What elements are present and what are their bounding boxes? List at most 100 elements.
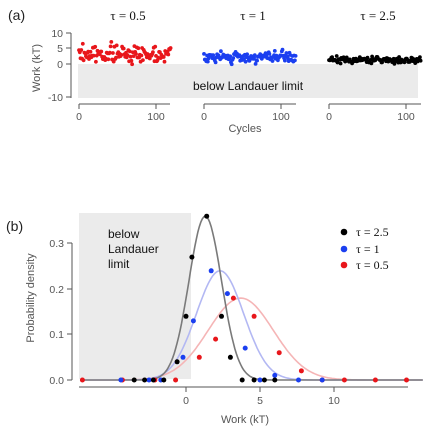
density-point-0	[174, 359, 180, 365]
density-point-0	[150, 377, 156, 383]
density-point-2	[173, 377, 179, 383]
density-point-0	[272, 377, 278, 383]
work-point-1	[205, 59, 210, 64]
y-tick-label-0: 0	[57, 59, 63, 71]
work-point-0	[136, 46, 141, 51]
x-tick-label-a3-100: 100	[397, 111, 415, 123]
density-point-1	[118, 377, 124, 383]
x-tick-label-b-0: 0	[183, 395, 189, 407]
work-point-0	[168, 46, 173, 50]
y-tick-label-b-0-2: 0.2	[49, 284, 64, 296]
work-point-0	[80, 41, 85, 46]
y-tick-label-b-0-3: 0.3	[49, 238, 64, 250]
density-point-1	[242, 345, 248, 351]
work-point-1	[270, 59, 275, 63]
work-point-1	[253, 62, 258, 66]
work-point-1	[243, 59, 248, 64]
panel-b-label: (b)	[6, 218, 23, 234]
work-point-2	[418, 55, 422, 60]
work-point-0	[91, 53, 96, 58]
x-tick-label-a1-0: 0	[76, 111, 82, 123]
title-tau-0-5: τ = 0.5	[110, 8, 145, 23]
landauer-label-a: below Landauer limit	[193, 79, 304, 93]
fit-curve-0	[82, 215, 423, 381]
x-tick-label-a2-0: 0	[201, 111, 207, 123]
work-point-2	[369, 61, 374, 66]
y-axis-label-a: Work (kT)	[31, 44, 43, 92]
density-point-0	[204, 213, 210, 219]
work-point-0	[109, 40, 114, 44]
y-axis-label-b: Probability density	[25, 253, 37, 343]
density-point-1	[272, 372, 278, 378]
work-point-0	[141, 58, 145, 62]
work-point-0	[139, 53, 144, 58]
legend-marker-tau-2-5	[340, 228, 348, 236]
work-point-1	[245, 52, 250, 57]
legend-label-tau-0-5: τ = 0.5	[356, 258, 389, 272]
x-tick-label-a1-100: 100	[147, 111, 165, 123]
density-point-2	[276, 350, 282, 356]
density-point-0	[131, 377, 137, 383]
density-point-0	[189, 254, 195, 260]
work-point-1	[264, 53, 269, 57]
density-point-2	[404, 377, 409, 383]
work-point-0	[79, 48, 84, 52]
work-point-1	[228, 54, 233, 59]
density-point-1	[224, 291, 230, 297]
work-point-2	[397, 55, 401, 59]
work-point-0	[108, 44, 113, 49]
title-tau-2-5: τ = 2.5	[360, 8, 395, 23]
scatter-points-a	[77, 40, 423, 67]
work-point-0	[128, 54, 133, 59]
legend-marker-tau-0-5	[340, 261, 348, 269]
work-point-1	[219, 49, 223, 54]
legend-label-tau-1: τ = 1	[356, 242, 380, 256]
x-tick-label-b-5: 5	[257, 395, 263, 407]
panel-b: (b) below Landauer limit 0.0 0.1 0.2 0.3…	[6, 213, 423, 426]
density-point-1	[319, 377, 325, 383]
landauer-label-b-3: limit	[108, 257, 130, 271]
density-point-2	[251, 313, 257, 319]
work-point-0	[93, 44, 98, 49]
work-point-0	[130, 62, 135, 67]
work-point-0	[81, 58, 86, 63]
landauer-shade-a	[78, 64, 418, 98]
work-point-0	[114, 43, 119, 48]
landauer-label-b-2: Landauer	[108, 242, 159, 256]
density-point-2	[298, 368, 304, 374]
work-point-0	[145, 52, 150, 56]
density-point-1	[296, 377, 301, 383]
legend: τ = 2.5 τ = 1 τ = 0.5	[340, 225, 389, 272]
work-point-0	[161, 55, 166, 59]
work-point-2	[334, 54, 339, 58]
work-point-2	[365, 55, 370, 60]
density-point-0	[227, 354, 233, 360]
work-point-0	[129, 58, 134, 63]
density-point-0	[161, 377, 167, 383]
work-point-0	[107, 50, 112, 55]
density-point-1	[257, 377, 263, 383]
landauer-label-b-1: below	[108, 227, 140, 241]
work-point-1	[211, 53, 216, 57]
density-point-2	[196, 354, 202, 360]
work-point-0	[134, 52, 138, 56]
fit-curves	[82, 215, 423, 381]
work-point-0	[119, 53, 124, 57]
work-point-1	[255, 58, 259, 63]
density-point-1	[146, 377, 152, 383]
work-point-0	[88, 49, 93, 54]
x-axis-label-a: Cycles	[228, 123, 262, 135]
x-tick-label-a2-100: 100	[272, 111, 290, 123]
legend-marker-tau-1	[340, 245, 348, 253]
work-point-0	[125, 53, 130, 58]
work-point-1	[213, 60, 218, 65]
work-point-1	[202, 52, 206, 56]
work-point-1	[229, 62, 234, 67]
work-point-1	[280, 47, 285, 52]
work-point-0	[99, 49, 104, 54]
work-point-1	[283, 58, 287, 63]
work-point-0	[162, 59, 167, 64]
panel-a: (a) τ = 0.5 τ = 1 τ = 2.5 below Landauer…	[8, 7, 423, 135]
work-point-0	[111, 51, 115, 55]
x-tick-label-a3-0: 0	[326, 111, 332, 123]
